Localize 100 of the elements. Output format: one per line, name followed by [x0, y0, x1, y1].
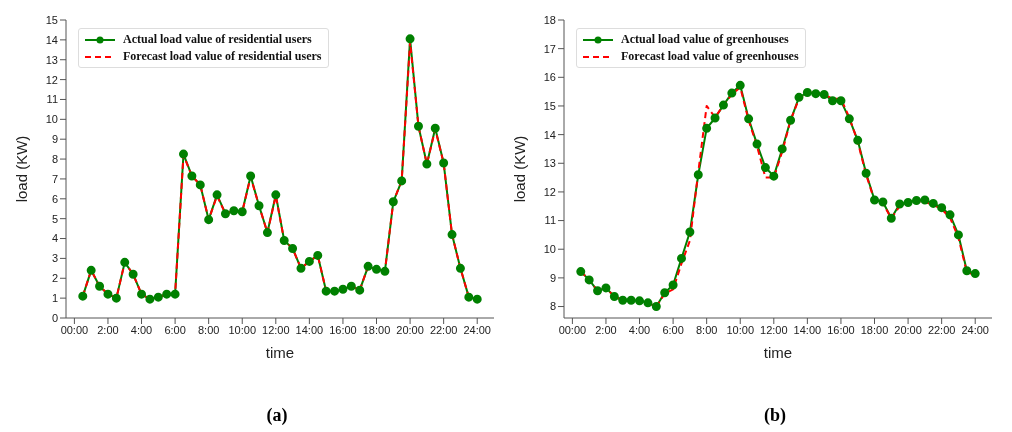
point — [878, 197, 888, 207]
point — [439, 158, 449, 168]
x-tick-label: 20:00 — [396, 323, 424, 336]
point — [651, 302, 661, 312]
y-tick-label: 10 — [45, 113, 58, 126]
point — [187, 171, 197, 181]
point — [78, 291, 88, 301]
point — [447, 230, 457, 240]
point — [626, 295, 636, 305]
point — [718, 100, 728, 110]
y-tick-label: 11 — [544, 214, 556, 227]
x-tick-label: 22:00 — [927, 323, 956, 336]
point — [802, 87, 812, 97]
y-tick-label: 15 — [543, 99, 556, 112]
legend-label: Actual load value of residential users — [123, 32, 312, 47]
x-axis-title: time — [763, 344, 793, 361]
x-tick-label: 12:00 — [760, 323, 788, 336]
point — [86, 265, 96, 275]
point — [937, 203, 947, 213]
x-tick-label: 24:00 — [463, 323, 491, 336]
text: (a) — [265, 404, 289, 426]
point — [162, 289, 172, 299]
y-tick-label: 3 — [51, 252, 58, 265]
y-tick-label: 14 — [45, 33, 58, 46]
point — [861, 168, 871, 178]
x-tick-label: 14:00 — [295, 323, 324, 336]
point — [786, 115, 796, 125]
point — [744, 114, 754, 124]
x-tick-label: 16:00 — [827, 323, 855, 336]
point — [195, 180, 205, 190]
y-tick-label: 8 — [549, 300, 556, 313]
x-tick-label: 00:00 — [558, 323, 587, 336]
y-tick-label: 0 — [51, 311, 58, 324]
point — [111, 293, 121, 303]
y-tick-label: 18 — [543, 13, 556, 26]
point — [296, 263, 306, 273]
y-tick-label: 7 — [51, 172, 58, 185]
y-tick-label: 17 — [543, 42, 556, 55]
point — [288, 243, 298, 253]
point — [422, 159, 432, 169]
x-tick-label: 14:00 — [793, 323, 822, 336]
x-tick-label: 12:00 — [262, 323, 290, 336]
point — [103, 289, 113, 299]
point — [668, 280, 678, 290]
point — [635, 296, 645, 306]
point — [145, 294, 155, 304]
point — [246, 171, 256, 181]
point — [304, 256, 314, 266]
y-tick-label: 11 — [46, 93, 58, 106]
point — [413, 121, 423, 131]
x-tick-label: 8:00 — [197, 323, 220, 336]
point — [920, 195, 930, 205]
point — [609, 292, 619, 302]
point — [229, 206, 239, 216]
point — [853, 135, 863, 145]
y-tick-label: 4 — [51, 232, 58, 245]
point — [388, 197, 398, 207]
point — [464, 292, 474, 302]
legend-label: Forecast load value of greenhouses — [621, 49, 799, 64]
point — [844, 114, 854, 124]
point — [903, 198, 913, 208]
x-tick-label: 4:00 — [628, 323, 651, 336]
x-tick-label: 2:00 — [595, 323, 617, 336]
point — [271, 190, 281, 200]
point — [643, 298, 653, 308]
point — [95, 281, 105, 291]
point — [886, 213, 896, 223]
point — [676, 253, 686, 263]
point — [338, 284, 348, 294]
y-tick-label: 10 — [543, 243, 556, 256]
legend-label: Forecast load value of residential users — [123, 49, 322, 64]
point — [760, 163, 770, 173]
point — [178, 149, 188, 159]
point — [170, 289, 180, 299]
y-tick-label: 16 — [543, 71, 556, 84]
y-tick-label: 8 — [51, 152, 58, 165]
x-tick-label: 24:00 — [961, 323, 989, 336]
point — [279, 236, 289, 246]
point — [397, 176, 407, 186]
point — [137, 289, 147, 299]
x-tick-label: 10:00 — [228, 323, 256, 336]
y-tick-label: 12 — [543, 185, 556, 198]
y-tick-label: 1 — [51, 292, 58, 305]
x-tick-label: 00:00 — [60, 323, 89, 336]
x-tick-label: 20:00 — [894, 323, 922, 336]
point — [120, 257, 130, 267]
point — [601, 283, 611, 293]
y-tick-label: 12 — [45, 73, 58, 86]
point — [828, 96, 838, 106]
point — [735, 80, 745, 90]
point — [576, 267, 586, 277]
x-tick-label: 16:00 — [329, 323, 357, 336]
point — [204, 215, 214, 225]
legend-label: Actual load value of greenhouses — [621, 32, 789, 47]
point — [220, 209, 230, 219]
point — [262, 228, 272, 238]
y-tick-label: 15 — [45, 13, 58, 26]
y-tick-label: 13 — [543, 157, 556, 170]
point — [321, 286, 331, 296]
y-tick-label: 14 — [543, 128, 556, 141]
